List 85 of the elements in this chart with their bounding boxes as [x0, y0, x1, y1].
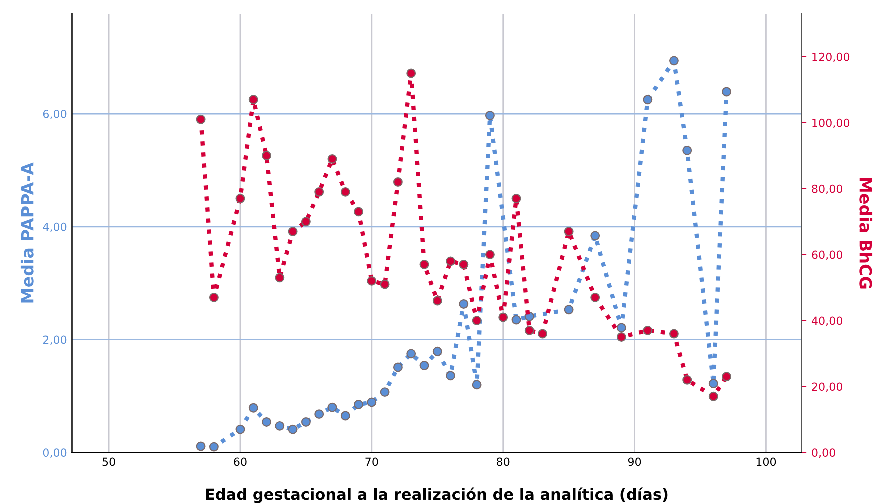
- y-tick-label: 0,00: [43, 448, 67, 458]
- point: [708, 379, 718, 389]
- point: [236, 194, 246, 204]
- point: [472, 380, 482, 390]
- point: [209, 292, 219, 302]
- point: [512, 194, 522, 204]
- y2-tick-label: 20,00: [812, 382, 843, 392]
- x-axis-title: Edad gestacional a la realización de la analítica (días): [206, 488, 668, 503]
- point: [590, 292, 600, 302]
- point: [367, 276, 377, 286]
- point: [616, 323, 626, 333]
- point: [340, 187, 350, 197]
- point: [643, 95, 653, 105]
- point: [393, 178, 403, 187]
- point: [393, 362, 403, 372]
- point: [380, 280, 390, 290]
- x-tick-label: 100: [756, 458, 776, 466]
- y-tick-label: 2,00: [43, 336, 67, 346]
- point: [643, 326, 653, 336]
- point: [275, 421, 285, 431]
- y2-tick-label: 100,00: [812, 118, 850, 128]
- point: [354, 400, 364, 410]
- point: [328, 402, 338, 412]
- point: [209, 442, 219, 452]
- point: [406, 349, 416, 359]
- x-tick-label: 60: [234, 458, 247, 466]
- point: [314, 187, 324, 197]
- point: [354, 207, 364, 217]
- point: [380, 388, 390, 398]
- y2-tick-label: 0,00: [812, 448, 836, 458]
- point: [485, 110, 495, 120]
- y-axis-title: Media PAPPA-A: [20, 162, 34, 303]
- point: [301, 417, 311, 427]
- point: [196, 114, 206, 124]
- x-tick-label: 80: [497, 458, 510, 466]
- y2-tick-label: 80,00: [812, 184, 843, 194]
- point: [248, 403, 258, 413]
- point: [459, 300, 469, 309]
- point: [564, 305, 574, 315]
- point: [682, 146, 692, 156]
- point: [420, 260, 430, 270]
- point: [722, 87, 732, 97]
- point: [616, 332, 626, 342]
- y2-tick-label: 120,00: [812, 52, 850, 62]
- point: [446, 256, 456, 266]
- y2-tick-label: 40,00: [812, 316, 843, 326]
- point: [564, 227, 574, 236]
- point: [236, 424, 246, 434]
- point: [538, 329, 548, 339]
- x-tick-label: 50: [102, 458, 116, 466]
- point: [262, 417, 272, 427]
- y-tick-label: 4,00: [43, 222, 67, 232]
- point: [485, 250, 495, 260]
- point: [708, 392, 718, 402]
- point: [314, 410, 324, 420]
- point: [328, 154, 338, 164]
- point: [432, 346, 442, 356]
- x-tick-label: 90: [628, 458, 642, 466]
- y-tick-label: 6,00: [43, 110, 67, 120]
- point: [512, 315, 522, 325]
- point: [669, 329, 679, 339]
- point: [590, 231, 600, 241]
- point: [288, 227, 298, 236]
- y2-axis-title: Media BhCG: [860, 178, 873, 289]
- point: [275, 273, 285, 283]
- point: [406, 68, 416, 78]
- point: [262, 151, 272, 161]
- y2-tick-label: 60,00: [812, 250, 843, 260]
- point: [472, 316, 482, 326]
- point: [669, 56, 679, 66]
- point: [196, 442, 206, 452]
- point: [459, 260, 469, 270]
- point: [248, 95, 258, 105]
- point: [524, 326, 534, 336]
- point: [682, 375, 692, 385]
- point: [367, 398, 377, 408]
- point: [301, 217, 311, 227]
- point: [446, 371, 456, 381]
- x-tick-label: 70: [366, 458, 378, 466]
- point: [288, 424, 298, 434]
- point: [340, 411, 350, 421]
- point: [498, 312, 508, 322]
- point: [432, 296, 442, 306]
- point: [420, 361, 430, 370]
- point: [722, 372, 732, 382]
